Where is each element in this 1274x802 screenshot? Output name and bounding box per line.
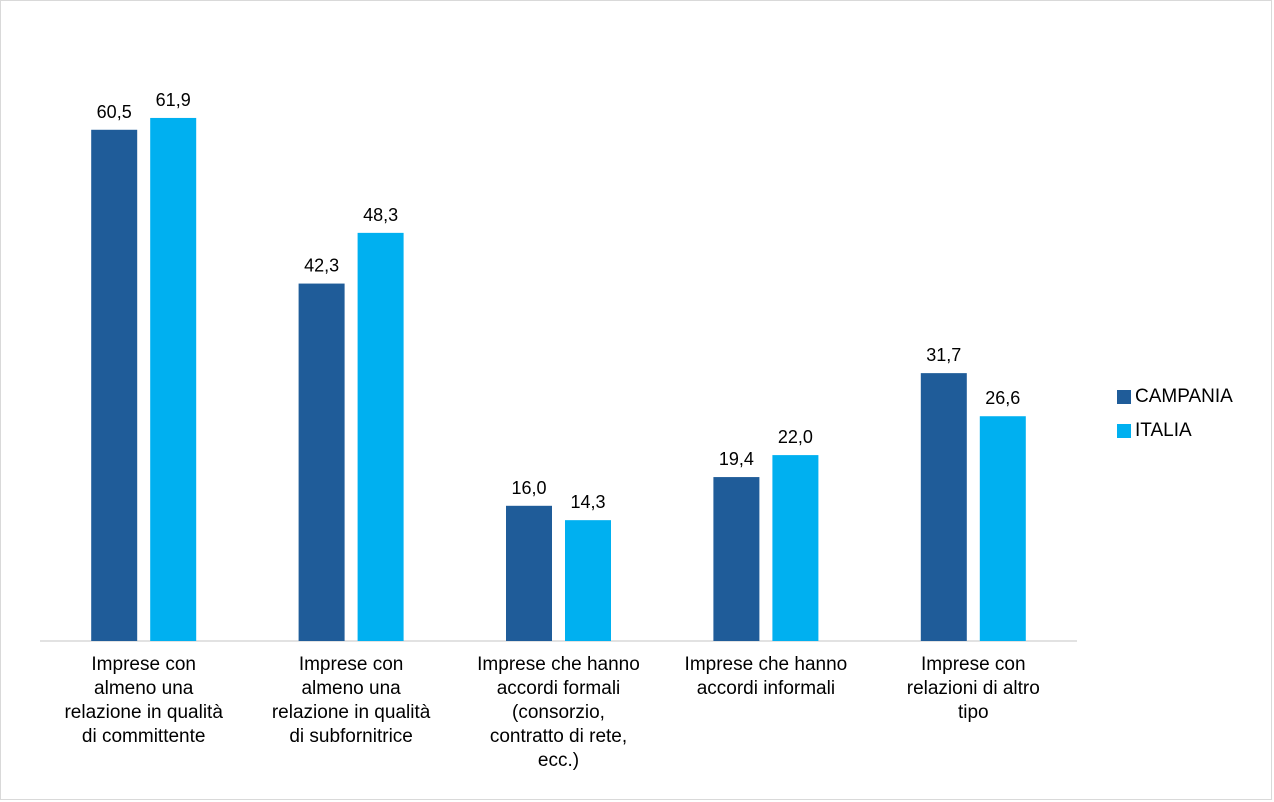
category-label-4: Imprese che hanno accordi informali: [684, 654, 848, 699]
legend-item-italia: ITALIA: [1117, 414, 1233, 448]
category-label-3: Imprese che hanno accordi formali (conso…: [477, 654, 640, 771]
legend-swatch-campania: [1117, 390, 1131, 404]
bar-campania-5: [920, 373, 967, 641]
bar-italia-4: [772, 455, 819, 641]
bar-italia-3: [565, 520, 611, 641]
category-label-5: Imprese con relazioni di altro tipo: [906, 654, 1040, 723]
bar-campania-2: [298, 283, 345, 641]
legend-swatch-italia: [1117, 424, 1131, 438]
data-label-italia-1: 61,9: [156, 90, 191, 110]
data-label-campania-5: 31,7: [926, 345, 961, 365]
data-label-italia-3: 14,3: [570, 492, 605, 512]
legend-label-italia: ITALIA: [1135, 420, 1192, 441]
legend-item-campania: CAMPANIA: [1117, 380, 1233, 414]
bar-italia-2: [357, 232, 404, 642]
bar-campania-3: [506, 505, 552, 641]
data-label-italia-2: 48,3: [363, 205, 398, 225]
legend-label-campania: CAMPANIA: [1135, 386, 1233, 407]
category-label-2: Imprese con almeno una relazione in qual…: [271, 654, 431, 747]
data-label-campania-2: 42,3: [304, 256, 339, 276]
category-label-1: Imprese con almeno una relazione in qual…: [64, 654, 223, 747]
bar-italia-5: [979, 416, 1026, 641]
legend: CAMPANIA ITALIA: [1117, 380, 1233, 448]
data-label-campania-3: 16,0: [511, 478, 546, 498]
data-label-italia-5: 26,6: [985, 388, 1020, 408]
data-label-campania-4: 19,4: [719, 449, 754, 469]
bar-campania-4: [713, 477, 760, 641]
bar-campania-1: [91, 129, 138, 641]
bar-italia-1: [150, 117, 197, 641]
data-label-campania-1: 60,5: [97, 102, 132, 122]
data-label-italia-4: 22,0: [778, 427, 813, 447]
